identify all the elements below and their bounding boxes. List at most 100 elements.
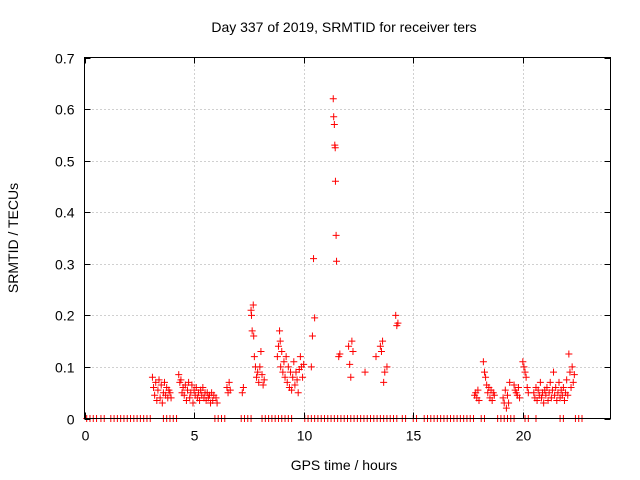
y-tick-label: 0.3 <box>55 257 75 273</box>
data-point <box>300 360 308 368</box>
data-point <box>151 391 159 399</box>
data-point <box>274 342 282 350</box>
data-point <box>392 311 400 319</box>
data-point <box>570 371 578 379</box>
data-point <box>192 384 200 392</box>
data-point <box>381 368 389 376</box>
data-point <box>279 368 287 376</box>
data-point <box>311 314 319 322</box>
data-point <box>175 371 183 379</box>
data-point <box>347 373 355 381</box>
data-point <box>522 373 530 381</box>
plot-frame <box>84 57 611 419</box>
chart-title: Day 337 of 2019, SRMTID for receiver ter… <box>211 19 476 35</box>
data-point <box>277 363 285 371</box>
data-point <box>510 381 518 389</box>
x-tick-label: 20 <box>516 428 532 444</box>
data-point <box>213 399 221 407</box>
data-point <box>514 384 522 392</box>
data-point <box>290 358 298 366</box>
data-point <box>289 373 297 381</box>
data-point <box>189 399 197 407</box>
data-point <box>167 394 175 402</box>
data-point <box>523 384 531 392</box>
x-tick-label: 15 <box>406 428 422 444</box>
data-point <box>248 327 256 335</box>
data-point <box>488 396 496 404</box>
y-tick-label: 0.2 <box>55 308 75 324</box>
data-point <box>291 381 299 389</box>
y-tick-label: 0.4 <box>55 205 75 221</box>
data-point <box>540 399 548 407</box>
data-point <box>566 368 574 376</box>
data-point <box>257 347 265 355</box>
data-point <box>502 404 510 412</box>
data-point <box>148 373 156 381</box>
data-point <box>345 342 353 350</box>
data-point <box>199 384 207 392</box>
data-point <box>565 350 573 358</box>
data-point <box>536 378 544 386</box>
data-point <box>278 347 286 355</box>
x-tick-label: 10 <box>297 428 313 444</box>
data-point <box>348 337 356 345</box>
ticks: 0 5 10 15 20 0 0.1 0.2 0.3 0.4 0.5 0.6 0.7 <box>55 51 611 444</box>
data-point <box>383 363 391 371</box>
data-point <box>212 394 220 402</box>
data-points <box>83 95 586 422</box>
data-point <box>276 327 284 335</box>
data-point <box>293 376 301 384</box>
data-point <box>255 378 263 386</box>
data-point <box>249 301 257 309</box>
data-point <box>248 311 256 319</box>
data-point <box>250 353 258 361</box>
data-point <box>329 95 337 103</box>
data-point <box>555 378 563 386</box>
data-point <box>506 378 514 386</box>
data-point <box>330 113 338 121</box>
data-point <box>258 371 266 379</box>
data-point <box>336 350 344 358</box>
data-point <box>239 384 247 392</box>
data-point <box>479 358 487 366</box>
data-point <box>331 177 339 185</box>
data-point <box>256 363 264 371</box>
data-point <box>186 394 194 402</box>
data-point <box>333 257 341 265</box>
data-point <box>282 353 290 361</box>
data-point <box>273 353 281 361</box>
x-axis-label: GPS time / hours <box>291 457 398 473</box>
data-point <box>543 384 551 392</box>
data-point <box>346 360 354 368</box>
data-point <box>569 378 577 386</box>
data-point <box>281 373 289 381</box>
data-point <box>280 358 288 366</box>
y-tick-label: 0.5 <box>55 154 75 170</box>
data-point <box>564 391 572 399</box>
data-point <box>259 381 267 389</box>
x-tick-label: 0 <box>82 428 90 444</box>
data-point <box>158 399 166 407</box>
data-point <box>160 378 168 386</box>
data-point <box>520 363 528 371</box>
data-point <box>501 386 509 394</box>
data-point <box>372 353 380 361</box>
data-point <box>552 384 560 392</box>
data-point <box>283 378 291 386</box>
data-point <box>331 144 339 152</box>
data-point <box>475 396 483 404</box>
grid <box>84 57 611 419</box>
data-point <box>225 378 233 386</box>
data-point <box>559 384 567 392</box>
y-tick-label: 0.1 <box>55 360 75 376</box>
data-point <box>546 378 554 386</box>
data-point <box>505 399 513 407</box>
data-point <box>482 373 490 381</box>
data-point <box>284 363 292 371</box>
x-tick-label: 5 <box>191 428 199 444</box>
data-point <box>226 386 234 394</box>
data-point <box>490 391 498 399</box>
data-point <box>349 347 357 355</box>
data-point <box>376 342 384 350</box>
